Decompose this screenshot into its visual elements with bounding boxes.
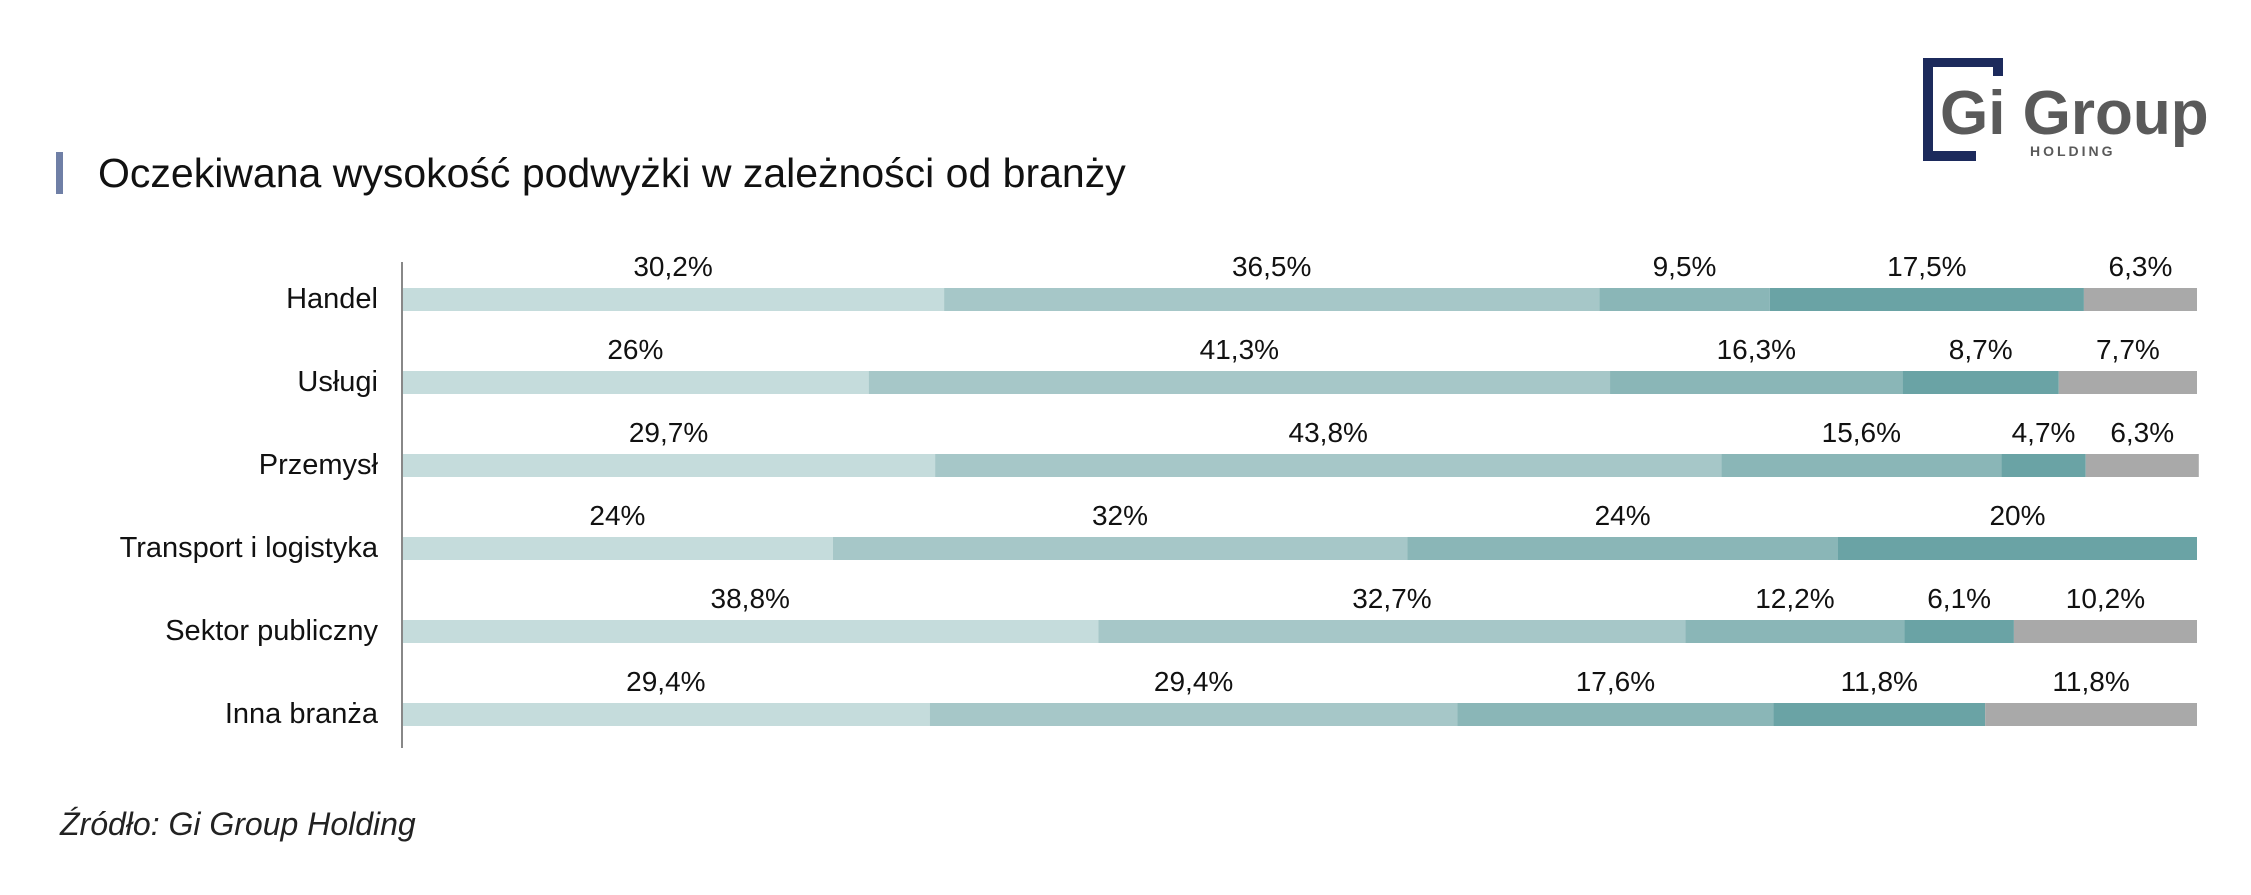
data-label: 17,6% <box>1576 666 1655 697</box>
category-label: Transport i logistyka <box>120 532 379 564</box>
bar-segment <box>2085 454 2199 477</box>
bar-segment <box>402 454 936 477</box>
category-label: Przemysł <box>259 449 379 481</box>
bar-segment <box>1721 454 2002 477</box>
data-label: 11,8% <box>1841 666 1918 697</box>
bar-segment <box>2001 454 2086 477</box>
title-accent-bar <box>56 152 63 194</box>
bar-segment <box>944 288 1600 311</box>
data-label: 32,7% <box>1352 583 1431 614</box>
data-label: 9,5% <box>1653 251 1717 282</box>
bar-segment <box>1407 537 1838 560</box>
data-label: 38,8% <box>711 583 790 614</box>
data-label: 4,7% <box>2012 417 2076 448</box>
bar-segment <box>2083 288 2197 311</box>
logo-sub-text: HOLDING <box>2030 143 2116 159</box>
gi-group-logo: Gi Group HOLDING <box>1923 58 2208 161</box>
bar-segment <box>929 703 1458 726</box>
data-label: 29,7% <box>629 417 708 448</box>
bar-segment <box>402 703 930 726</box>
bar-segment <box>1769 288 2084 311</box>
bar-segment <box>1902 371 2059 394</box>
bar-segment <box>1838 537 2197 560</box>
bar-segment <box>1457 703 1774 726</box>
data-label: 8,7% <box>1949 334 2013 365</box>
data-label: 7,7% <box>2096 334 2160 365</box>
data-label: 26% <box>607 334 663 365</box>
bar-segment <box>1610 371 1903 394</box>
data-label: 6,1% <box>1927 583 1991 614</box>
bar-segment <box>402 371 869 394</box>
bar-segment <box>935 454 1722 477</box>
data-label: 29,4% <box>626 666 705 697</box>
data-label: 15,6% <box>1822 417 1901 448</box>
bar-segment <box>1904 620 2014 643</box>
data-label: 20% <box>1989 500 2045 531</box>
data-label: 41,3% <box>1200 334 1279 365</box>
logo-frame <box>1923 58 1976 161</box>
category-label: Inna branża <box>225 698 379 730</box>
category-label: Usługi <box>297 366 378 398</box>
category-label: Handel <box>286 283 378 315</box>
bar-segment <box>402 288 945 311</box>
bar-segment <box>402 620 1099 643</box>
data-label: 17,5% <box>1887 251 1966 282</box>
data-label: 24% <box>1595 500 1651 531</box>
chart-title: Oczekiwana wysokość podwyżki w zależnośc… <box>98 150 1126 196</box>
data-label: 29,4% <box>1154 666 1233 697</box>
data-label: 11,8% <box>2052 666 2129 697</box>
bar-segment <box>2013 620 2197 643</box>
data-label: 6,3% <box>2109 251 2173 282</box>
bar-segment <box>2058 371 2197 394</box>
source-note: Źródło: Gi Group Holding <box>60 806 416 842</box>
bar-segment <box>1773 703 1986 726</box>
bar-segment <box>1599 288 1770 311</box>
bar-segment <box>1098 620 1686 643</box>
data-label: 10,2% <box>2066 583 2145 614</box>
logo-frame-top <box>1976 58 2003 76</box>
category-label: Sektor publiczny <box>165 615 378 647</box>
bar-segment <box>832 537 1408 560</box>
data-label: 36,5% <box>1232 251 1311 282</box>
data-label: 32% <box>1092 500 1148 531</box>
bar-segment <box>402 537 833 560</box>
data-label: 6,3% <box>2110 417 2174 448</box>
data-label: 43,8% <box>1289 417 1368 448</box>
data-label: 16,3% <box>1717 334 1796 365</box>
data-label: 24% <box>589 500 645 531</box>
bar-segment <box>868 371 1611 394</box>
data-label: 12,2% <box>1755 583 1834 614</box>
logo-main-text: Gi Group <box>1940 79 2208 148</box>
bar-segment <box>1685 620 1905 643</box>
bar-segment <box>1985 703 2197 726</box>
data-label: 30,2% <box>633 251 712 282</box>
